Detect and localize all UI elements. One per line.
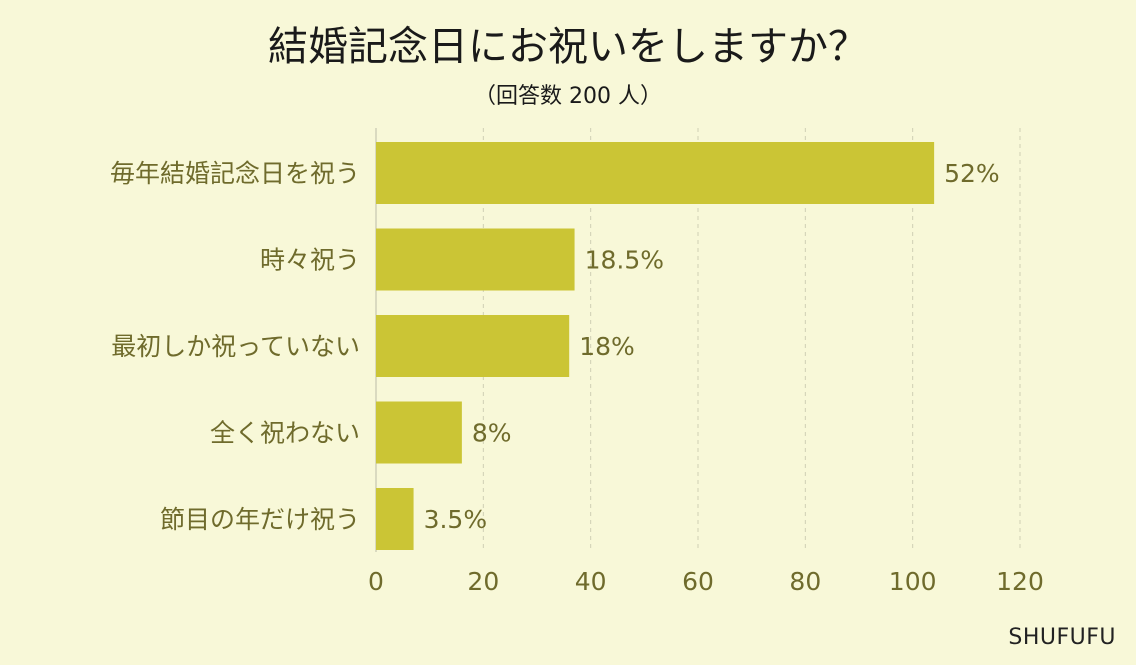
- bar: [376, 488, 414, 550]
- x-tick-label: 20: [467, 567, 499, 596]
- data-label: 18%: [579, 332, 635, 361]
- x-tick-label: 120: [996, 567, 1044, 596]
- category-label: 時々祝う: [260, 246, 360, 275]
- bar: [376, 315, 570, 377]
- x-tick-label: 40: [575, 567, 607, 596]
- data-label: 3.5%: [424, 505, 488, 534]
- category-label: 節目の年だけ祝う: [160, 505, 360, 534]
- data-label: 18.5%: [585, 246, 664, 275]
- x-tick-label: 80: [789, 567, 821, 596]
- value-labels: 52% 18.5% 18% 8% 3.5%: [424, 159, 1000, 534]
- watermark-logo: SHUFUFU: [1008, 625, 1116, 650]
- chart-title: 結婚記念日にお祝いをしますか？: [268, 24, 868, 70]
- bars: [376, 142, 935, 550]
- category-label: 全く祝わない: [210, 419, 360, 448]
- data-label: 52%: [944, 159, 1000, 188]
- category-label: 毎年結婚記念日を祝う: [110, 159, 360, 188]
- x-tick-label: 60: [682, 567, 714, 596]
- chart-subtitle: （回答数 200 人）: [474, 84, 662, 109]
- x-tick-label: 0: [368, 567, 384, 596]
- category-label: 最初しか祝っていない: [111, 332, 360, 361]
- bar: [376, 228, 575, 291]
- x-axis-ticks: 0 20 40 60 80 100 120: [368, 567, 1044, 596]
- bar: [376, 142, 935, 204]
- x-tick-label: 100: [889, 567, 937, 596]
- bar: [376, 401, 462, 464]
- data-label: 8%: [472, 419, 512, 448]
